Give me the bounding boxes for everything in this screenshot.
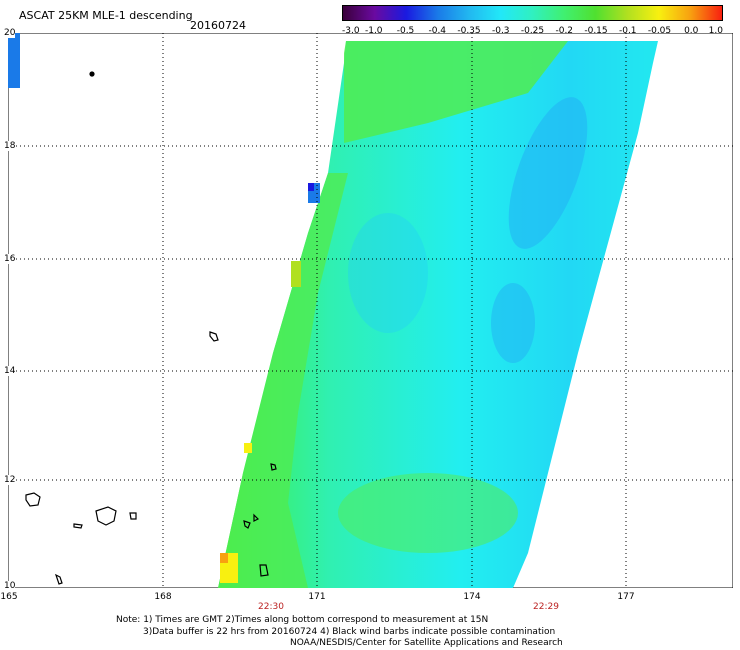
colorbar-tick-label: 1.0	[708, 26, 723, 36]
island	[73, 523, 83, 529]
lat-label: 20	[4, 28, 16, 38]
island	[95, 506, 117, 526]
colorbar-tick-label: -0.3	[491, 26, 510, 36]
lon-label: 177	[617, 592, 635, 602]
lon-label: 174	[463, 592, 481, 602]
island	[243, 520, 251, 529]
swath-edge-pixel	[8, 33, 20, 88]
map-canvas	[8, 33, 733, 588]
lat-label: 14	[4, 366, 16, 376]
product-date: 20160724	[190, 19, 246, 32]
lat-label: 18	[4, 141, 16, 151]
colorbar-tick-label: -1.0	[364, 26, 383, 36]
swath-edge-pixel	[308, 183, 314, 191]
island	[89, 71, 95, 77]
colorbar-tick-label: -0.25	[520, 26, 545, 36]
colorbar-tick-label: -0.1	[618, 26, 637, 36]
island	[259, 564, 269, 577]
note-line-3: NOAA/NESDIS/Center for Satellite Applica…	[290, 638, 563, 648]
lat-grid	[8, 145, 733, 481]
swath-green-band-left	[218, 173, 348, 588]
swath-blue-streak	[508, 97, 588, 249]
swath-green-patch	[338, 473, 518, 553]
lat-label: 12	[4, 475, 16, 485]
swath-edge-pixel	[291, 261, 301, 287]
swath-edge-pixel	[244, 443, 252, 453]
colorbar-tick-label: -0.15	[584, 26, 608, 36]
colorbar-tick-label: 0.0	[684, 26, 699, 36]
lon-label: 168	[154, 592, 172, 602]
lon-grid	[162, 33, 627, 588]
product-title: ASCAT 25KM MLE-1 descending	[19, 9, 193, 22]
colorbar-tick-label: -0.2	[555, 26, 574, 36]
colorbar-tick-label: -0.35	[457, 26, 481, 36]
island	[253, 513, 260, 522]
colorbar	[342, 5, 723, 21]
note-line-1: Note: 1) Times are GMT 2)Times along bot…	[116, 615, 489, 625]
colorbar-tick-label: -0.5	[396, 26, 415, 36]
lat-label: 10	[4, 581, 16, 591]
time-label: 22:29	[533, 602, 559, 612]
island	[129, 512, 137, 520]
swath-blue-streak	[348, 213, 428, 333]
note-line-2: 3)Data buffer is 22 hrs from 20160724 4)…	[143, 627, 556, 637]
swath-blue-streak	[491, 283, 535, 363]
island	[25, 492, 41, 507]
island	[209, 331, 219, 342]
colorbar-tick-label: -0.4	[428, 26, 447, 36]
colorbar-tick-label: -3.0	[342, 26, 360, 36]
island	[270, 463, 277, 471]
island	[54, 573, 63, 585]
time-label: 22:30	[258, 602, 284, 612]
swath-edge-pixel	[220, 553, 228, 563]
lon-label: 165	[0, 592, 18, 602]
lon-label: 171	[308, 592, 326, 602]
lat-label: 16	[4, 254, 16, 264]
swath-green-band-top	[344, 41, 568, 143]
colorbar-tick-label: -0.05	[647, 26, 672, 36]
